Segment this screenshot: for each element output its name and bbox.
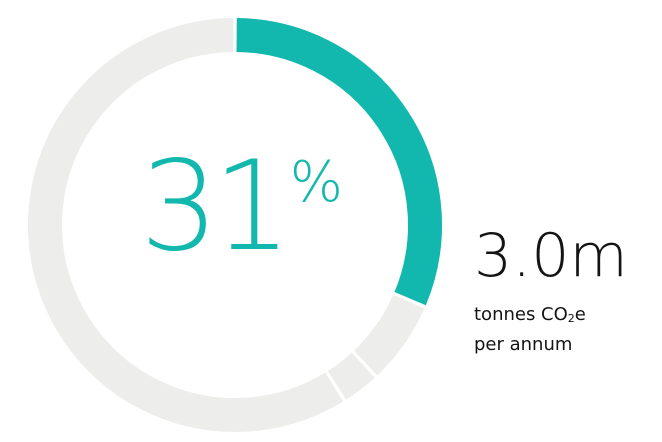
percentage-sign: %: [289, 150, 344, 215]
emissions-stat: 3.0m tonnes CO2e per annum: [474, 226, 628, 354]
donut-segment-2: [327, 352, 375, 400]
emissions-unit-prefix: tonnes CO: [474, 304, 568, 325]
emissions-unit-subscript: 2: [567, 312, 575, 325]
donut-segment-3: [28, 18, 344, 432]
emissions-unit: tonnes CO2e: [474, 304, 628, 325]
emissions-period: per annum: [474, 334, 573, 355]
emissions-unit-suffix: e: [574, 304, 586, 325]
emissions-value: 3.0m: [474, 221, 628, 291]
percentage-number: 31: [140, 135, 292, 279]
donut-segment-1: [353, 294, 425, 376]
donut-segment-highlight: [236, 18, 442, 306]
percentage-label: 31%: [140, 145, 343, 269]
